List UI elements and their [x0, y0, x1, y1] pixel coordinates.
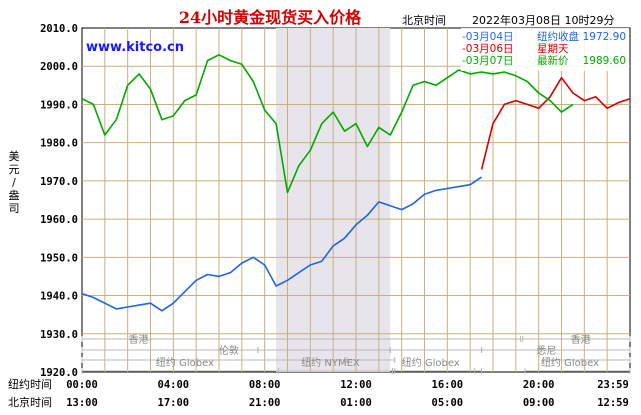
- header-timezone: 北京时间: [402, 13, 446, 27]
- y-tick-label: 1940.0: [40, 291, 78, 303]
- legend-box: [461, 28, 629, 71]
- legend-date-1: -03月04日: [462, 31, 514, 43]
- bj-time-row-label: 北京时间: [8, 395, 52, 409]
- x-tick-bj: 09:00: [523, 397, 555, 409]
- x-tick-bj: 13:00: [66, 397, 98, 409]
- session-label-globex: 纽约 Globex: [156, 356, 214, 369]
- x-tick-bj: 21:00: [249, 397, 281, 409]
- x-tick-ny: 04:00: [158, 379, 190, 391]
- grid: [82, 28, 630, 372]
- legend-value-1: 1972.90: [583, 31, 626, 43]
- series-line-3: [81, 54, 574, 194]
- site-watermark[interactable]: www.kitco.cn: [86, 40, 184, 55]
- legend-label-1: 纽约收盘: [537, 30, 579, 43]
- x-tick-ny: 00:00: [66, 379, 98, 391]
- x-tick-ny: 16:00: [432, 379, 464, 391]
- y-tick-label: 1980.0: [40, 138, 78, 150]
- y-tick-label: 1950.0: [40, 252, 78, 264]
- session-label-globex: 纽约 Globex: [402, 356, 460, 369]
- y-tick-label: 2010.0: [40, 23, 78, 35]
- legend-date-2: -03月06日: [462, 43, 514, 55]
- y-axis-label-char: 司: [9, 202, 20, 215]
- x-tick-ny: 12:00: [340, 379, 372, 391]
- x-tick-ny: 23:59: [597, 379, 629, 391]
- x-tick-ny: 08:00: [249, 379, 281, 391]
- y-tick-label: 1970.0: [40, 176, 78, 188]
- x-tick-bj: 01:00: [340, 397, 372, 409]
- chart-title: 24小时黄金现货买入价格: [179, 8, 362, 27]
- session-label-globex: 纽约 Globex: [541, 356, 599, 369]
- header-datetime: 2022年03月08日 10时29分: [472, 13, 614, 27]
- y-tick-label: 1930.0: [40, 329, 78, 341]
- y-tick-label: 1990.0: [40, 99, 78, 111]
- x-tick-bj: 05:00: [432, 397, 464, 409]
- session-label-nymex: 纽约 NYMEX: [301, 356, 360, 369]
- y-tick-label: 2000.0: [40, 61, 78, 73]
- session-label-hk: 香港: [129, 334, 149, 346]
- series-lines: [81, 54, 631, 312]
- y-axis-ticks: 2010.0 2000.0 1990.0 1980.0 1970.0 1960.0 1950…: [40, 23, 78, 379]
- legend: -03月04日 纽约收盘 1972.90 -03月06日 星期天 -03月07日 最新价 19…: [461, 28, 629, 71]
- ny-time-row-label: 纽约时间: [8, 377, 52, 391]
- legend-label-2: 星期天: [537, 43, 569, 55]
- legend-value-3: 1989.60: [583, 55, 626, 67]
- y-axis-label-char: /: [12, 176, 16, 189]
- session-label-sydney: 悉尼: [536, 345, 556, 357]
- legend-date-3: -03月07日: [462, 55, 514, 67]
- y-axis-label-char: 盎: [9, 188, 20, 202]
- series-line-2: [480, 76, 631, 170]
- x-tick-ny: 20:00: [523, 379, 555, 391]
- y-axis-label: 美元/盎司: [9, 150, 20, 215]
- session-label-hk: 香港: [571, 334, 591, 346]
- session-label-london: 伦敦: [219, 344, 239, 357]
- x-tick-bj: 12:59: [597, 397, 629, 409]
- series-line-1: [81, 176, 483, 312]
- x-tick-bj: 17:00: [158, 397, 190, 409]
- y-axis-label-char: 元: [9, 163, 20, 176]
- x-axis-ticks: 00:00 04:00 08:00 12:00 16:00 20:00 23:59 13:00…: [66, 379, 629, 409]
- y-tick-label: 1920.0: [40, 367, 78, 379]
- legend-label-3: 最新价: [537, 54, 569, 67]
- y-axis-label-char: 美: [9, 150, 20, 163]
- y-tick-label: 1960.0: [40, 214, 78, 226]
